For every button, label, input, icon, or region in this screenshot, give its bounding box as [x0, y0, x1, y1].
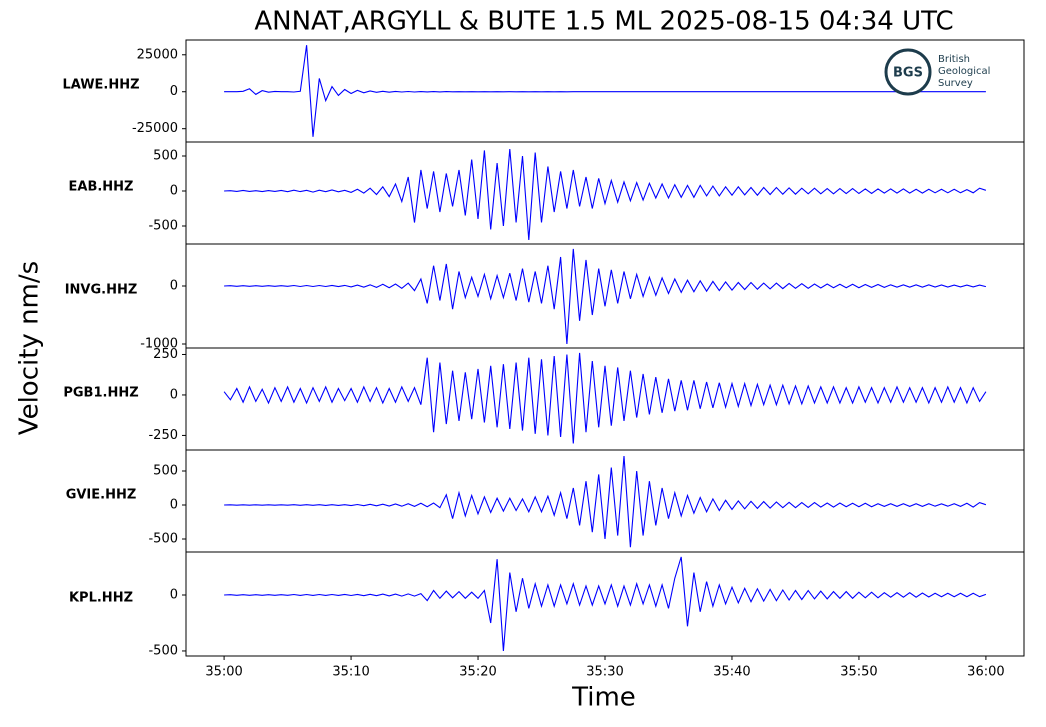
- waveform: [224, 556, 987, 652]
- y-tick-label: 500: [153, 149, 178, 164]
- waveform: [224, 456, 987, 548]
- y-tick-label: 500: [153, 464, 178, 479]
- x-tick-label: 35:00: [205, 665, 242, 680]
- logo-band: [889, 65, 927, 79]
- logo: BGS British Geological Survey: [884, 48, 990, 96]
- station-label: EAB.HHZ: [69, 180, 134, 195]
- waveform: [224, 248, 987, 345]
- y-tick-label: -1000: [140, 336, 178, 351]
- station-label: KPL.HHZ: [69, 591, 133, 606]
- logo-text: Geological: [938, 66, 990, 77]
- station-label: GVIE.HHZ: [66, 488, 137, 503]
- x-axis-label: Time: [571, 683, 636, 713]
- y-tick-label: 0: [170, 84, 178, 99]
- logo-text: British: [938, 54, 970, 65]
- y-tick-label: -250: [148, 428, 178, 443]
- station-label: INVG.HHZ: [65, 283, 138, 298]
- y-tick-label: 250: [153, 347, 178, 362]
- y-tick-label: 25000: [137, 47, 178, 62]
- x-tick-label: 35:10: [332, 665, 369, 680]
- waveform: [224, 148, 987, 241]
- y-axis-label: Velocity nm/s: [15, 261, 45, 435]
- y-tick-label: 0: [170, 184, 178, 199]
- y-tick-label: -500: [148, 219, 178, 234]
- y-tick-label: 0: [170, 387, 178, 402]
- y-tick-label: 0: [170, 587, 178, 602]
- x-tick-label: 35:40: [713, 665, 750, 680]
- chart-title: ANNAT,ARGYLL & BUTE 1.5 ML 2025-08-15 04…: [254, 7, 953, 37]
- y-tick-label: -25000: [132, 121, 178, 136]
- y-tick-label: 0: [170, 498, 178, 513]
- y-tick-label: 0: [170, 278, 178, 293]
- logo-mark: BGS: [893, 66, 923, 81]
- station-label: PGB1.HHZ: [63, 386, 138, 401]
- y-tick-label: -500: [148, 532, 178, 547]
- x-tick-label: 35:20: [459, 665, 496, 680]
- x-tick-label: 35:50: [840, 665, 877, 680]
- x-tick-label: 35:30: [586, 665, 623, 680]
- logo-text: Survey: [938, 78, 973, 89]
- waveform: [223, 352, 987, 444]
- x-tick-label: 36:00: [967, 665, 1004, 680]
- station-label: LAWE.HHZ: [62, 78, 139, 93]
- y-tick-label: -500: [148, 643, 178, 658]
- waveform: [224, 45, 986, 137]
